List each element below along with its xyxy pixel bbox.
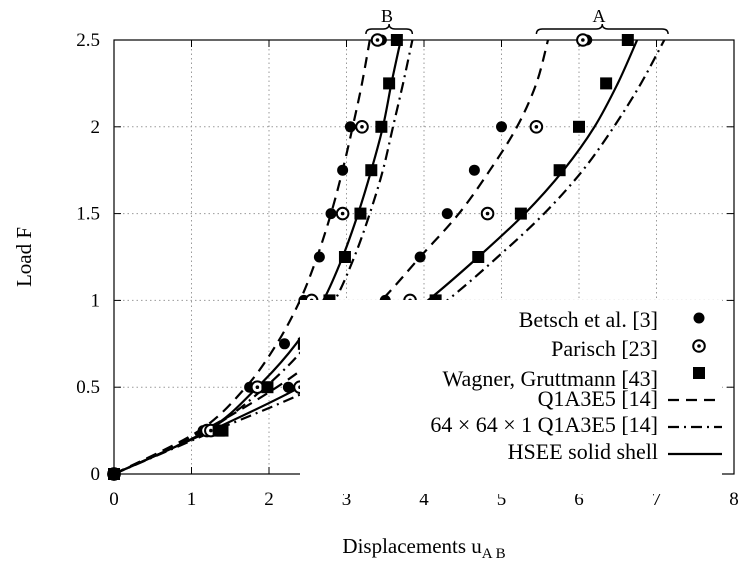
series-4	[113, 39, 666, 476]
open-circle-dot	[697, 344, 701, 348]
legend-label-q1a3e5: Q1A3E5 [14]	[538, 386, 658, 411]
open-circle-dot	[485, 211, 490, 216]
data-point	[496, 121, 507, 133]
legend-marker-0	[693, 312, 705, 324]
data-point	[514, 207, 527, 220]
data-point	[355, 120, 369, 134]
open-circle-dot	[581, 38, 585, 42]
series-3	[113, 39, 550, 475]
y-tick-label: 1.5	[76, 204, 100, 225]
y-tick-label: 2	[91, 117, 101, 138]
data-point	[338, 251, 351, 263]
open-circle-dot	[375, 38, 380, 42]
data-point	[621, 34, 634, 46]
x-tick-label: 2	[264, 489, 274, 510]
series-line-1	[113, 39, 666, 476]
annotation-bracket-0	[535, 23, 669, 35]
annotation-label-a: A	[593, 6, 606, 26]
legend-marks	[668, 312, 722, 456]
legend-background	[300, 300, 722, 494]
data-point	[365, 164, 378, 177]
data-point	[325, 208, 337, 220]
data-point	[414, 251, 426, 263]
series-line-0	[113, 39, 414, 475]
legend-marker-2	[693, 367, 705, 379]
data-point	[390, 34, 403, 46]
x-tick-label: 3	[342, 489, 352, 510]
data-point	[375, 120, 388, 133]
annotations: B A	[365, 6, 669, 35]
data-point	[383, 77, 396, 90]
x-tick-label: 4	[419, 489, 429, 510]
data-point	[313, 251, 325, 263]
open-circle-dot	[255, 385, 260, 390]
x-tick-label: 0	[109, 489, 119, 510]
data-point	[337, 164, 349, 176]
data-point	[282, 381, 294, 393]
annotation-bracket-1	[365, 23, 414, 35]
data-point	[279, 338, 290, 350]
x-tick-label: 7	[652, 489, 662, 510]
series-line-1	[113, 39, 639, 476]
data-point	[370, 33, 385, 47]
data-point	[354, 207, 367, 220]
data-point	[573, 120, 585, 133]
y-tick-label: 0.5	[76, 377, 100, 398]
series-line-1	[113, 39, 550, 475]
data-point	[216, 424, 229, 437]
data-point	[250, 380, 265, 395]
legend: Betsch et al. [3] Parisch [23] Wagner, G…	[300, 300, 722, 494]
data-point	[261, 381, 274, 394]
y-tick-label: 1	[91, 290, 101, 311]
x-tick-label: 6	[574, 489, 584, 510]
data-point	[576, 33, 590, 47]
data-point	[108, 468, 120, 480]
y-tick-label: 0	[91, 464, 101, 485]
data-point	[344, 121, 356, 133]
legend-label-q1a3e5-64: 64 × 64 × 1 Q1A3E5 [14]	[430, 412, 658, 437]
data-point	[529, 120, 544, 134]
legend-marker-1	[692, 339, 706, 353]
data-point	[335, 206, 350, 221]
legend-label-betsch: Betsch et al. [3]	[519, 307, 658, 332]
legend-label-wagner: Wagner, Gruttmann [43]	[443, 366, 658, 391]
open-circle-dot	[360, 125, 364, 129]
open-circle-dot	[340, 211, 345, 216]
open-circle-dot	[209, 428, 213, 433]
y-axis-title: Load F	[12, 227, 36, 287]
data-point	[472, 251, 485, 263]
y-tick-label: 2.5	[76, 30, 100, 51]
x-tick-label: 8	[729, 489, 739, 510]
legend-label-parisch: Parisch [23]	[551, 336, 658, 361]
data-point	[553, 164, 566, 177]
x-tick-label: 5	[497, 489, 507, 510]
x-axis-title: Displacements uA Displacements uB	[342, 534, 505, 562]
annotation-label-b: B	[381, 6, 393, 26]
data-point	[441, 208, 453, 220]
data-point	[600, 77, 613, 90]
open-circle-dot	[534, 125, 539, 129]
x-tick-label: 1	[187, 489, 197, 510]
data-point	[468, 164, 480, 176]
series-line-0	[113, 39, 371, 475]
data-point	[480, 206, 495, 221]
legend-label-hsee: HSEE solid shell	[508, 439, 658, 464]
